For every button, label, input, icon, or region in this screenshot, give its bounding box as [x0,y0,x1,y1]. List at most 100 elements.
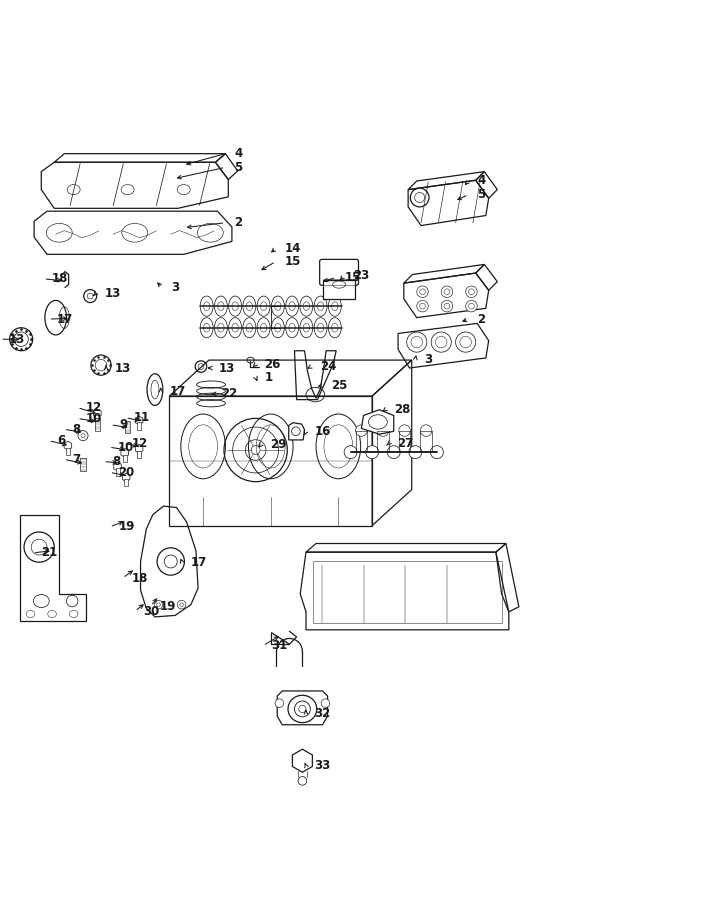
Ellipse shape [417,301,428,312]
Text: 30: 30 [144,605,160,617]
Ellipse shape [274,323,281,332]
Ellipse shape [303,302,309,310]
Text: 4: 4 [477,175,486,187]
Polygon shape [135,445,143,453]
Bar [123,454,127,462]
Ellipse shape [218,323,224,332]
Bar [81,458,86,471]
Ellipse shape [332,323,338,332]
Bar [95,415,99,422]
Text: 13: 13 [115,362,131,374]
Text: 29: 29 [270,437,286,451]
Ellipse shape [378,425,388,436]
Ellipse shape [387,446,400,459]
Text: 4: 4 [234,148,242,160]
Text: 20: 20 [118,466,134,479]
Polygon shape [293,749,312,772]
Text: 2: 2 [477,312,485,326]
Text: 2: 2 [234,216,242,230]
Ellipse shape [366,446,379,459]
Ellipse shape [317,323,324,332]
Bar [137,451,141,457]
Ellipse shape [344,446,357,459]
Ellipse shape [431,446,444,459]
Text: 3: 3 [424,353,432,366]
Text: 14: 14 [285,242,301,255]
Ellipse shape [154,600,163,609]
Ellipse shape [78,430,88,441]
Polygon shape [64,441,72,450]
Ellipse shape [33,595,49,608]
FancyBboxPatch shape [319,259,359,285]
Text: 23: 23 [353,269,369,283]
Ellipse shape [177,600,186,609]
Text: 13: 13 [219,362,234,374]
Text: 18: 18 [131,572,147,584]
Text: 21: 21 [41,546,57,560]
Text: 24: 24 [319,360,336,373]
Polygon shape [114,463,121,471]
Ellipse shape [321,699,330,707]
Bar [95,418,100,430]
Ellipse shape [317,302,324,310]
Ellipse shape [70,610,78,617]
Bar [137,422,141,429]
Ellipse shape [218,302,224,310]
Text: 10: 10 [86,412,102,425]
Text: 12: 12 [86,401,102,414]
Ellipse shape [417,286,428,298]
Ellipse shape [261,302,267,310]
Text: 22: 22 [221,387,237,400]
Ellipse shape [48,610,57,617]
Ellipse shape [407,332,427,352]
Ellipse shape [261,323,267,332]
Ellipse shape [232,323,238,332]
Text: 16: 16 [314,425,331,437]
Ellipse shape [465,286,477,298]
Ellipse shape [303,323,309,332]
Polygon shape [277,691,327,725]
Ellipse shape [456,332,476,352]
Ellipse shape [356,425,367,436]
Text: 17: 17 [57,312,73,326]
Text: 17: 17 [169,385,186,398]
Text: 28: 28 [393,403,410,416]
Text: 12: 12 [132,437,148,450]
Text: 25: 25 [331,379,348,392]
Text: 13: 13 [105,287,121,300]
Text: 5: 5 [234,161,242,174]
Ellipse shape [298,777,306,785]
Ellipse shape [246,302,253,310]
Ellipse shape [431,332,452,352]
Text: 11: 11 [134,411,150,424]
Ellipse shape [289,323,295,332]
Text: 31: 31 [272,639,287,652]
Bar [124,480,129,486]
Polygon shape [362,410,393,434]
Ellipse shape [232,302,238,310]
Text: 15: 15 [345,271,362,284]
Text: 15: 15 [285,255,301,268]
Bar [313,562,502,623]
Bar [115,469,120,475]
Text: 27: 27 [397,437,414,450]
Text: 1: 1 [264,371,272,384]
Ellipse shape [332,302,338,310]
Text: 8: 8 [72,423,81,436]
Ellipse shape [399,425,410,436]
Polygon shape [289,423,304,440]
Text: 7: 7 [72,453,81,466]
Bar [125,420,130,434]
Ellipse shape [275,699,284,707]
Ellipse shape [299,706,306,713]
Text: 19: 19 [118,520,134,534]
Text: 3: 3 [171,281,179,294]
Bar [323,280,355,299]
Ellipse shape [203,302,210,310]
Ellipse shape [420,425,432,436]
Bar [66,447,70,454]
Text: 18: 18 [52,273,68,285]
Ellipse shape [274,302,281,310]
Text: 8: 8 [112,455,120,468]
Text: 33: 33 [314,760,331,772]
